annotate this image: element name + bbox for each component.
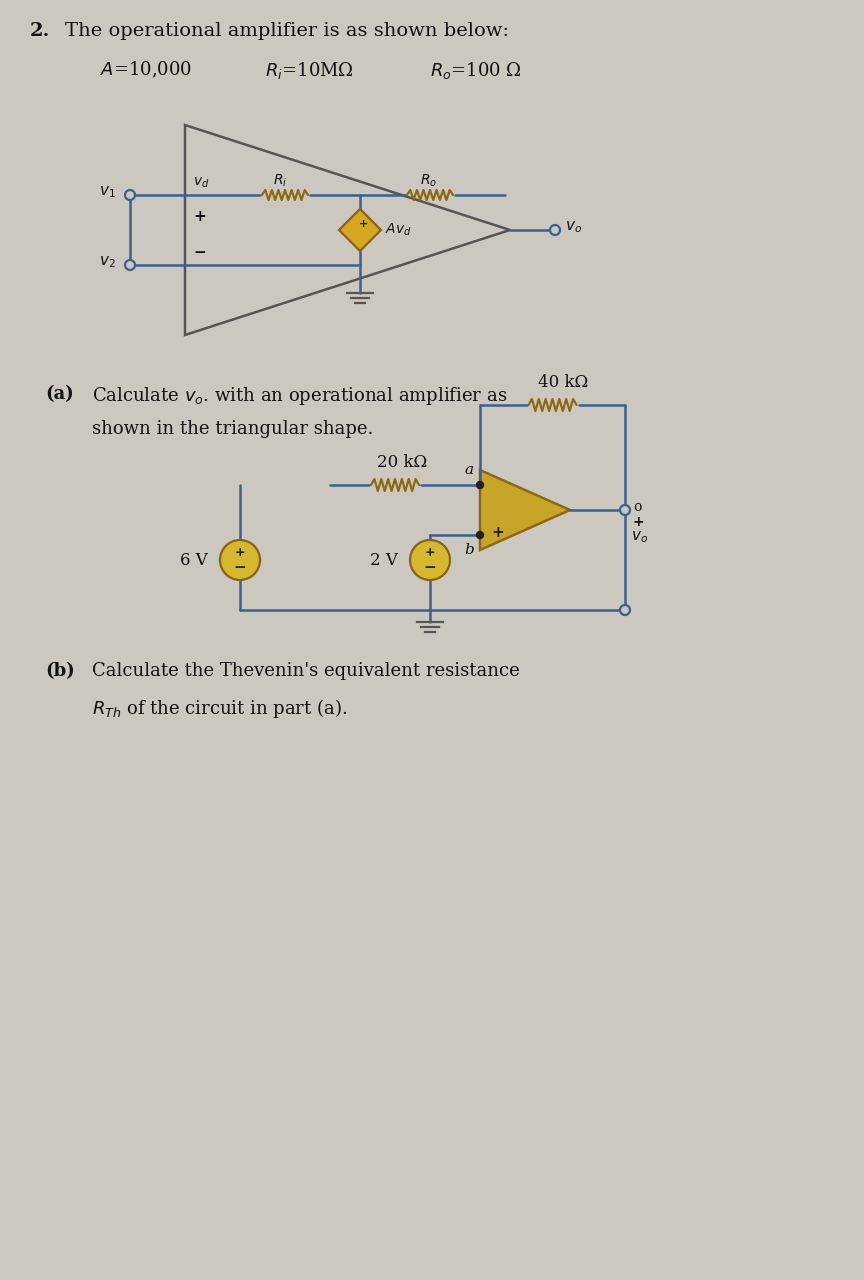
Circle shape [220,540,260,580]
Circle shape [477,481,484,489]
Text: $R_o$: $R_o$ [420,173,437,189]
Text: $v_o$: $v_o$ [565,219,582,234]
Text: 20 kΩ: 20 kΩ [377,454,428,471]
Polygon shape [339,209,381,251]
Text: +: + [492,525,505,539]
Text: o: o [633,500,641,515]
Text: +: + [193,209,206,224]
Circle shape [620,605,630,614]
Text: −: − [423,559,436,575]
Text: +: + [235,545,245,558]
Text: $R_{Th}$ of the circuit in part (a).: $R_{Th}$ of the circuit in part (a). [92,698,347,719]
Circle shape [125,260,135,270]
Text: $R_o$=100 Ω: $R_o$=100 Ω [430,60,522,81]
Text: +: + [425,545,435,558]
Text: $R_i$=10MΩ: $R_i$=10MΩ [265,60,353,81]
Text: a: a [465,463,474,477]
Text: Calculate the Thevenin's equivalent resistance: Calculate the Thevenin's equivalent resi… [92,662,520,680]
Text: b: b [464,543,474,557]
Circle shape [477,531,484,539]
Text: Calculate $v_o$. with an operational amplifier as: Calculate $v_o$. with an operational amp… [92,385,507,407]
Circle shape [125,189,135,200]
Text: 2.: 2. [30,22,50,40]
Text: $Av_d$: $Av_d$ [385,221,411,238]
Text: (a): (a) [45,385,73,403]
Text: $v_2$: $v_2$ [99,255,116,270]
Text: $v_o$: $v_o$ [631,529,648,545]
Text: (b): (b) [45,662,75,680]
Text: −: − [233,559,246,575]
Text: 6 V: 6 V [181,552,208,568]
Text: −: − [193,244,206,260]
Text: +: + [359,219,367,229]
Text: 40 kΩ: 40 kΩ [538,374,588,390]
Text: $v_d$: $v_d$ [193,175,209,189]
Circle shape [550,225,560,236]
Polygon shape [480,470,570,550]
Text: 2 V: 2 V [370,552,398,568]
Text: The operational amplifier is as shown below:: The operational amplifier is as shown be… [65,22,509,40]
Text: $v_1$: $v_1$ [99,184,116,200]
Text: shown in the triangular shape.: shown in the triangular shape. [92,420,373,438]
Text: +: + [633,515,645,529]
Text: $R_i$: $R_i$ [273,173,288,189]
Circle shape [410,540,450,580]
Text: $A$=10,000: $A$=10,000 [100,60,192,81]
Circle shape [620,506,630,515]
